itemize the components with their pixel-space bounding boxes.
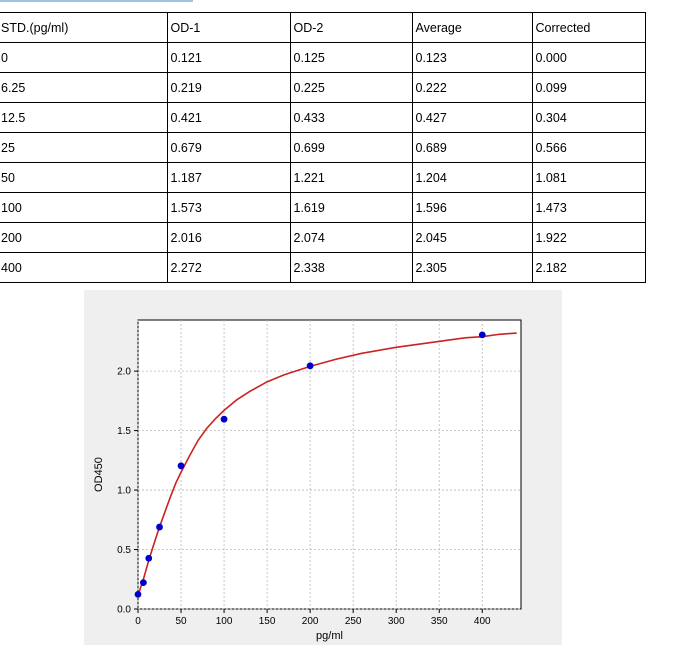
chart-ticks: 0 50 100 150 200 250 300 350 400 0.0 0.5 1.0 1.5 2.0 — [117, 367, 491, 627]
table-row: 6.25 0.219 0.225 0.222 0.099 — [0, 72, 646, 103]
x-tick-label: 150 — [259, 616, 276, 627]
table-row: 50 1.187 1.221 1.204 1.081 — [0, 162, 646, 193]
data-point — [478, 331, 486, 339]
table-cell: 0.689 — [411, 132, 533, 163]
x-axis-label: pg/ml — [316, 630, 343, 642]
standard-curve-table: STD.(pg/ml) OD-1 OD-2 Average Corrected 0 0.12… — [0, 12, 646, 283]
y-tick-label: 0.0 — [117, 605, 131, 616]
table-cell: 0.679 — [166, 132, 291, 163]
table-row: 200 2.016 2.074 2.045 1.922 — [0, 222, 646, 253]
table-cell: 1.619 — [289, 192, 413, 223]
table-row: 100 1.573 1.619 1.596 1.473 — [0, 192, 646, 223]
table-cell: 0.304 — [531, 102, 646, 133]
x-tick-label: 50 — [175, 616, 187, 627]
data-point — [134, 590, 142, 598]
standard-curve-chart: 0 50 100 150 200 250 300 350 400 0.0 0.5 1.0 1.5 2.0 … — [84, 290, 562, 645]
data-point — [220, 415, 228, 423]
x-tick-label: 300 — [388, 616, 405, 627]
x-tick-label: 100 — [216, 616, 233, 627]
table-cell: 2.305 — [411, 252, 533, 283]
table-cell: 0.566 — [531, 132, 646, 163]
x-tick-label: 400 — [474, 616, 491, 627]
data-point — [177, 462, 185, 470]
table-cell: 1.596 — [411, 192, 533, 223]
table-cell: 1.922 — [531, 222, 646, 253]
table-cell: 1.204 — [411, 162, 533, 193]
x-tick-label: 350 — [431, 616, 448, 627]
table-cell: 0.222 — [411, 72, 533, 103]
top-accent-rule — [0, 0, 193, 2]
data-point — [306, 362, 314, 370]
table-row: 400 2.272 2.338 2.305 2.182 — [0, 252, 646, 283]
table-cell: 1.573 — [166, 192, 291, 223]
plot-area — [137, 319, 522, 610]
table-cell: 200 — [0, 222, 168, 253]
y-axis-label: OD450 — [93, 457, 105, 492]
table-cell: 1.221 — [289, 162, 413, 193]
table-header-cell: OD-1 — [166, 12, 291, 43]
table-cell: 0 — [0, 42, 168, 73]
table-cell: 1.081 — [531, 162, 646, 193]
table-row: 0 0.121 0.125 0.123 0.000 — [0, 42, 646, 73]
table-cell: 1.187 — [166, 162, 291, 193]
x-tick-label: 250 — [345, 616, 362, 627]
table-body: STD.(pg/ml) OD-1 OD-2 Average Corrected 0 0.12… — [0, 12, 646, 283]
table-cell: 12.5 — [0, 102, 168, 133]
x-tick-label: 0 — [135, 616, 141, 627]
table-row: 25 0.679 0.699 0.689 0.566 — [0, 132, 646, 163]
table-cell: 2.074 — [289, 222, 413, 253]
table-header-cell: Average — [411, 12, 533, 43]
table-cell: 2.338 — [289, 252, 413, 283]
table-header-cell: STD.(pg/ml) — [0, 12, 168, 43]
table-cell: 0.123 — [411, 42, 533, 73]
y-tick-label: 2.0 — [117, 367, 131, 378]
table-cell: 1.473 — [531, 192, 646, 223]
table-cell: 0.427 — [411, 102, 533, 133]
y-tick-label: 1.0 — [117, 486, 131, 497]
table-cell: 0.699 — [289, 132, 413, 163]
table-cell: 0.421 — [166, 102, 291, 133]
table-cell: 2.272 — [166, 252, 291, 283]
table-header-cell: OD-2 — [289, 12, 413, 43]
table-cell: 2.045 — [411, 222, 533, 253]
table-cell: 0.433 — [289, 102, 413, 133]
x-tick-label: 200 — [302, 616, 319, 627]
data-point — [156, 523, 163, 531]
table-cell: 100 — [0, 192, 168, 223]
y-tick-label: 0.5 — [117, 545, 131, 556]
table-cell: 6.25 — [0, 72, 168, 103]
table-cell: 50 — [0, 162, 168, 193]
table-header-row: STD.(pg/ml) OD-1 OD-2 Average Corrected — [0, 12, 646, 43]
table-cell: 2.182 — [531, 252, 646, 283]
table-cell: 0.000 — [531, 42, 646, 73]
table-cell: 0.125 — [289, 42, 413, 73]
fit-curve-line — [137, 332, 517, 597]
table-row: 12.5 0.421 0.433 0.427 0.304 — [0, 102, 646, 133]
table-header-cell: Corrected — [531, 12, 646, 43]
data-points — [134, 331, 486, 598]
table-cell: 0.121 — [166, 42, 291, 73]
table-cell: 0.225 — [289, 72, 413, 103]
table-cell: 400 — [0, 252, 168, 283]
data-point — [139, 579, 147, 586]
table-cell: 0.099 — [531, 72, 646, 103]
data-point — [145, 554, 153, 562]
y-tick-label: 1.5 — [117, 426, 131, 437]
chart-svg: 0 50 100 150 200 250 300 350 4000.00.51.01.52.0 … — [93, 319, 522, 642]
table-cell: 2.016 — [166, 222, 291, 253]
table-cell: 0.219 — [166, 72, 291, 103]
table-cell: 25 — [0, 132, 168, 163]
